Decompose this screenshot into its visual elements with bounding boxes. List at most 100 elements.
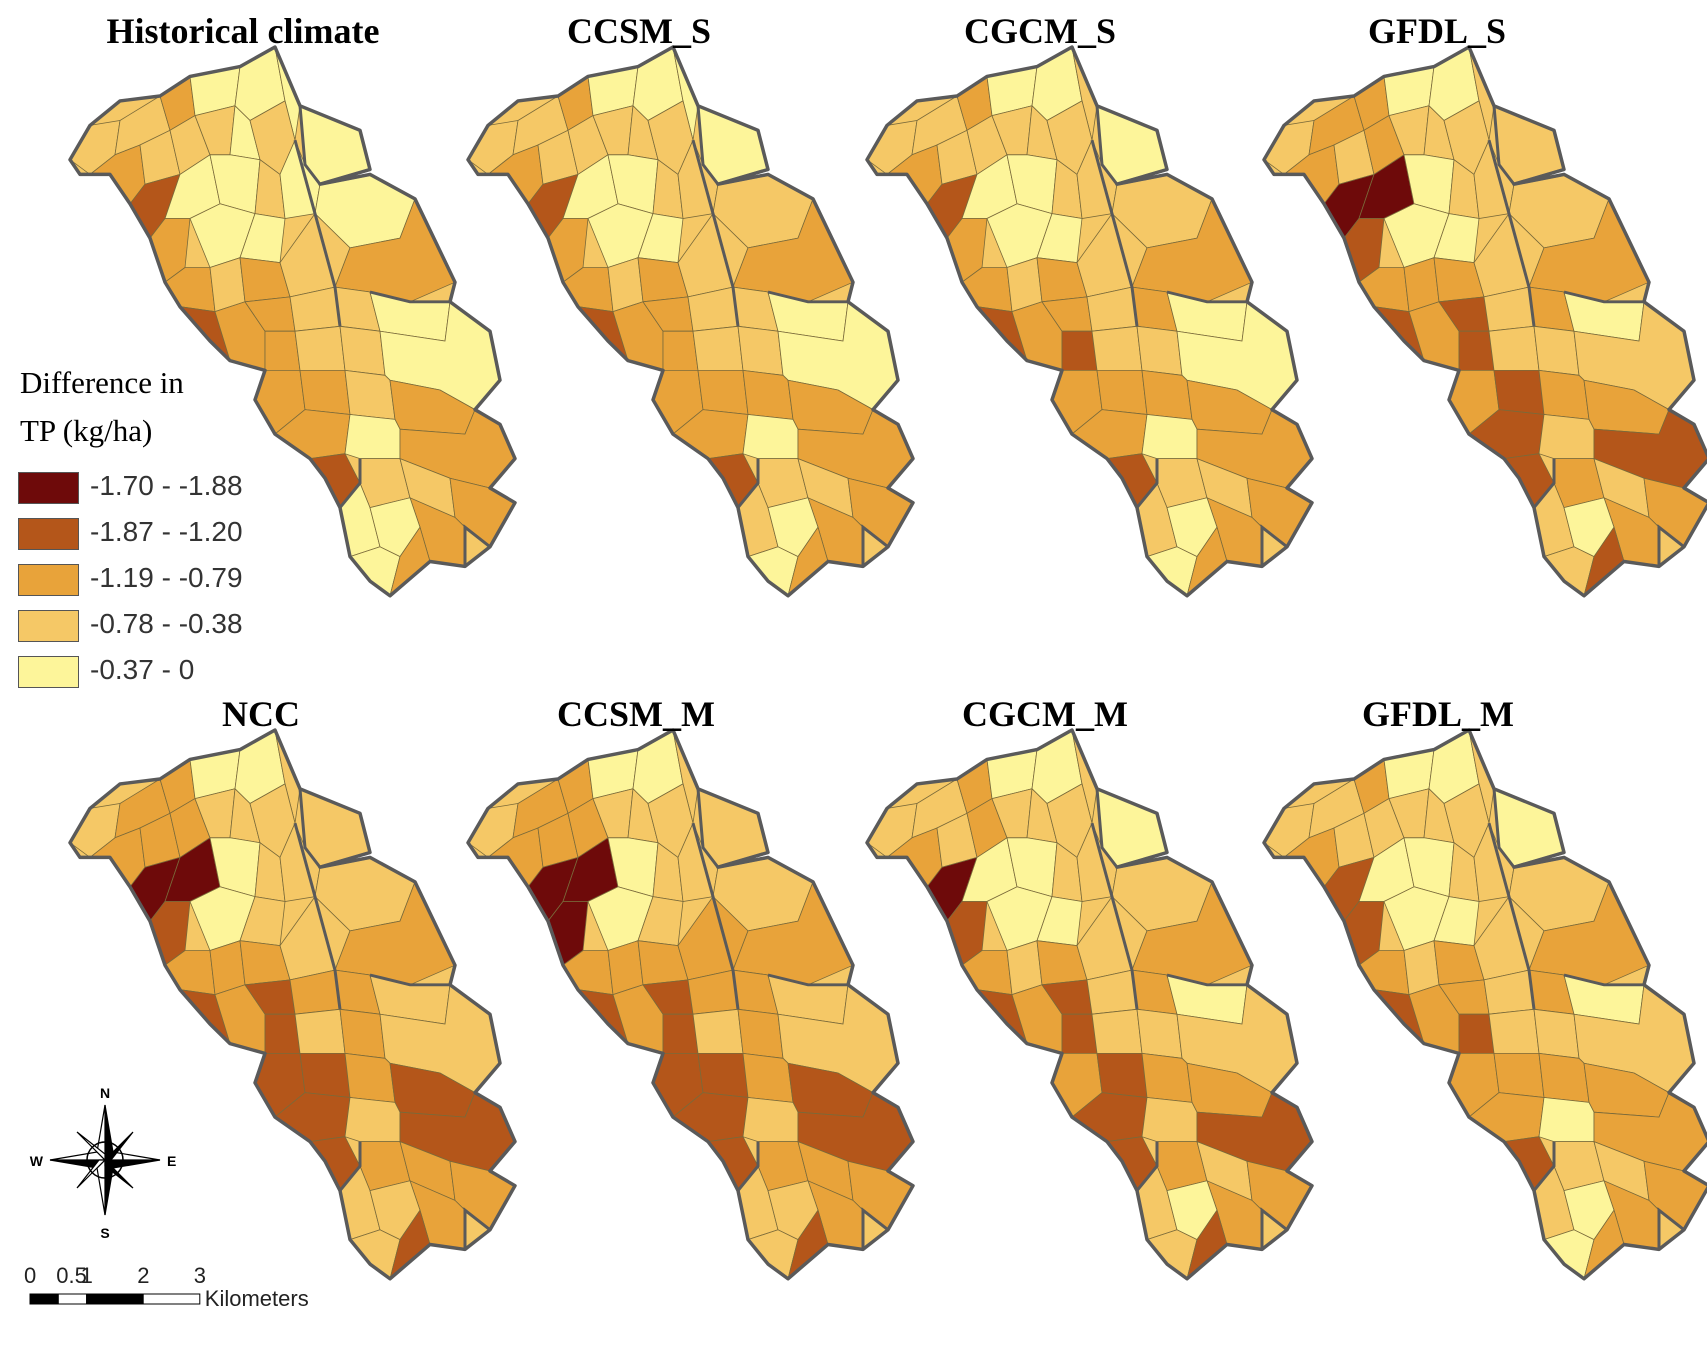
subbasin	[344, 1097, 401, 1142]
legend-swatch	[18, 656, 79, 688]
subbasin	[264, 330, 301, 371]
subbasin	[1493, 370, 1545, 415]
watershed-outline	[466, 45, 915, 598]
subbasin	[339, 1008, 386, 1059]
basin-boundary	[1166, 973, 1247, 987]
scale-unit-label: Kilometers	[204, 1286, 309, 1311]
scale-tick-label: 0.5	[56, 1263, 87, 1288]
watershed-map-5	[68, 728, 517, 1281]
basin-boundary	[1563, 290, 1644, 304]
basin-boundary	[1532, 458, 1556, 509]
subbasin	[1141, 1097, 1198, 1142]
watershed-outline	[1262, 728, 1707, 1281]
subbasin	[1141, 369, 1193, 420]
watershed-map-2	[466, 45, 915, 598]
basin-boundary	[861, 1207, 889, 1250]
basin-boundary	[767, 973, 848, 987]
basin-boundary	[1095, 788, 1119, 869]
basin-boundary	[463, 1207, 491, 1250]
subbasin	[742, 414, 799, 459]
basin-boundary	[1090, 822, 1139, 1010]
panel-title: CCSM_M	[557, 694, 715, 734]
subbasin	[344, 369, 396, 420]
legend-label: -0.37 - 0	[90, 654, 195, 685]
subbasin	[1488, 1008, 1540, 1054]
subbasin	[1538, 1097, 1595, 1142]
subbasin	[742, 1052, 794, 1103]
subbasin	[692, 1008, 744, 1054]
subbasin	[1493, 1053, 1545, 1098]
subbasin	[1136, 325, 1183, 376]
scale-tick-label: 1	[80, 1263, 93, 1288]
subbasin	[344, 1052, 396, 1103]
basin-boundary	[736, 458, 760, 509]
subbasin	[742, 1097, 799, 1142]
basin-boundary	[767, 290, 848, 304]
subbasin	[344, 414, 401, 459]
watershed-map-7	[865, 728, 1314, 1281]
legend-label: -1.70 - -1.88	[90, 470, 243, 501]
scale-tick-label: 2	[137, 1263, 150, 1288]
legend-swatch	[18, 610, 79, 642]
basin-boundary	[1492, 105, 1516, 186]
watershed-map-4	[1262, 45, 1707, 598]
scale-bar	[29, 1293, 201, 1305]
subbasin	[1141, 414, 1198, 459]
legend-label: -1.87 - -1.20	[90, 516, 243, 547]
watershed-map-8	[1262, 728, 1707, 1281]
subbasin	[1091, 325, 1143, 371]
basin-boundary	[338, 1141, 362, 1192]
subbasin	[1141, 1052, 1193, 1103]
scale-tick-label: 0	[24, 1263, 37, 1288]
subbasin	[1061, 1013, 1098, 1054]
subbasin	[1538, 1052, 1590, 1103]
subbasin	[1136, 1008, 1183, 1059]
subbasin	[264, 1013, 301, 1054]
basin-boundary	[1492, 788, 1516, 869]
subbasin	[742, 369, 794, 420]
compass-label-w: W	[30, 1153, 44, 1169]
compass-label-e: E	[167, 1153, 176, 1169]
basin-boundary	[1487, 822, 1536, 1010]
legend-label: -1.19 - -0.79	[90, 562, 243, 593]
basin-boundary	[463, 524, 491, 567]
subbasin	[662, 1013, 699, 1054]
subbasin	[1458, 330, 1495, 371]
watershed-map-6	[466, 728, 915, 1281]
basin-boundary	[1657, 524, 1685, 567]
panel-title: CGCM_M	[962, 694, 1128, 734]
basin-boundary	[691, 822, 740, 1010]
basin-boundary	[1657, 1207, 1685, 1250]
basin-boundary	[736, 1141, 760, 1192]
subbasin	[697, 370, 749, 415]
subbasin	[1096, 1053, 1148, 1098]
subbasin	[697, 1053, 749, 1098]
compass-rose-icon: N S E W	[30, 1085, 177, 1241]
subbasin	[737, 1008, 784, 1059]
watershed-outline	[1262, 45, 1707, 598]
basin-boundary	[369, 973, 450, 987]
watershed-outline	[466, 728, 915, 1281]
subbasin	[1458, 1013, 1495, 1054]
legend-title-line2: TP (kg/ha)	[20, 413, 153, 448]
subbasin	[1061, 330, 1098, 371]
legend-swatch	[18, 564, 79, 596]
basin-boundary	[293, 139, 342, 327]
subbasin	[1538, 369, 1590, 420]
panel-title: Historical climate	[106, 11, 380, 51]
basin-boundary	[1095, 105, 1119, 186]
legend-label: -0.78 - -0.38	[90, 608, 243, 639]
basin-boundary	[1135, 1141, 1159, 1192]
watershed-outline	[68, 728, 517, 1281]
panel-title: NCC	[222, 694, 300, 734]
subbasin	[692, 325, 744, 371]
basin-boundary	[1487, 139, 1536, 327]
subbasin	[662, 330, 699, 371]
panel-title: CGCM_S	[964, 11, 1116, 51]
subbasin	[737, 325, 784, 376]
subbasin	[1533, 325, 1580, 376]
basin-boundary	[1532, 1141, 1556, 1192]
basin-boundary	[1563, 973, 1644, 987]
